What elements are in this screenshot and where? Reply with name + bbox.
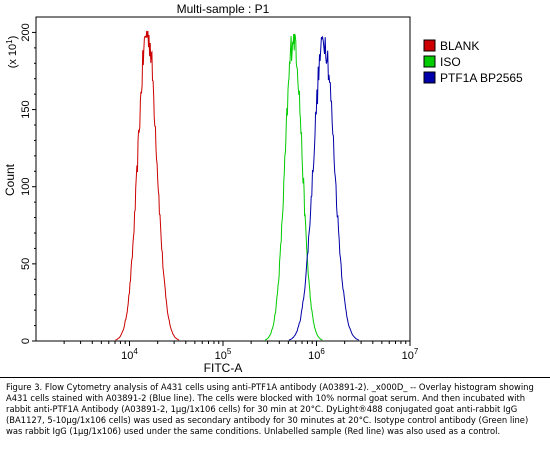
x-tick-label-2: 106 — [308, 347, 325, 362]
legend-swatch-1 — [424, 56, 435, 67]
legend-label-1: ISO — [440, 55, 461, 69]
x-tick-label-0: 104 — [121, 347, 138, 362]
y-axis: 0 50 100 150 200 — [20, 23, 36, 344]
legend-swatch-2 — [424, 72, 435, 83]
x-axis: 104 105 106 107 — [64, 341, 419, 362]
plot-frame — [36, 17, 410, 341]
y-tick-label-1: 50 — [20, 258, 32, 270]
y-tick-label-2: 100 — [20, 178, 32, 196]
y-multiplier-close: ) — [7, 36, 19, 40]
caption-block: Figure 3. Flow Cytometry analysis of A43… — [0, 377, 550, 449]
legend-swatch-0 — [424, 40, 435, 51]
y-tick-label-0: 0 — [20, 338, 32, 344]
x-axis-label: FITC-A — [204, 361, 243, 375]
y-axis-label: Count — [3, 163, 17, 196]
y-axis-multiplier: (x 101) — [5, 36, 19, 69]
legend: BLANK ISO PTF1A BP2565 — [424, 39, 523, 85]
figure-caption: Figure 3. Flow Cytometry analysis of A43… — [6, 382, 544, 437]
flow-cytometry-histogram: Multi-sample : P1 (x 101) Count FITC-A 0… — [0, 0, 550, 378]
x-tick-label-3: 107 — [402, 347, 419, 362]
y-tick-label-4: 200 — [20, 23, 32, 41]
chart-title: Multi-sample : P1 — [177, 2, 270, 16]
y-multiplier-text: (x 10 — [7, 44, 19, 68]
legend-label-0: BLANK — [440, 39, 479, 53]
x-tick-label-1: 105 — [215, 347, 232, 362]
y-tick-label-3: 150 — [20, 100, 32, 118]
legend-label-2: PTF1A BP2565 — [440, 71, 523, 85]
